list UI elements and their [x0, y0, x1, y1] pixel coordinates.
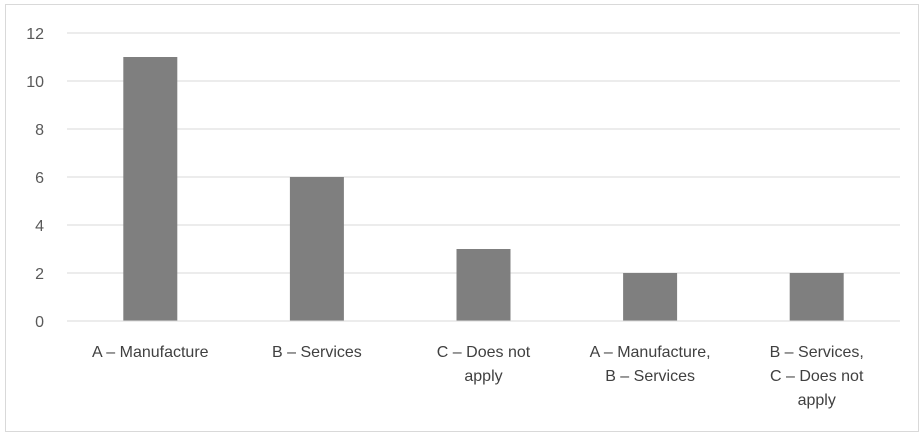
y-tick-label: 6: [35, 170, 44, 187]
y-tick-label: 4: [35, 218, 44, 235]
gridlines: [67, 32, 900, 274]
bar-5: [789, 273, 844, 321]
x-category-label-line: A – Manufacture,: [590, 344, 711, 361]
x-category-label: A – Manufacture: [92, 344, 209, 361]
bar-1: [123, 57, 178, 321]
x-category-label-line: apply: [798, 392, 836, 409]
y-tick-label: 10: [26, 74, 44, 91]
y-tick-label: 12: [26, 26, 44, 43]
y-tick-label: 8: [35, 122, 44, 139]
x-category-label-line: C – Does not: [437, 344, 531, 361]
x-axis-category-labels: A – Manufacture B – Services C – Does not a…: [92, 344, 864, 409]
x-category-label: B – Services: [272, 344, 362, 361]
bar-4: [623, 273, 678, 321]
x-category-label-line: B – Services,: [770, 344, 864, 361]
x-category-label: B – Services, C – Does not apply: [770, 344, 864, 409]
bars: [123, 57, 844, 321]
y-tick-label: 0: [35, 314, 44, 331]
x-category-label: C – Does not apply: [437, 344, 531, 385]
bar-3: [456, 249, 511, 321]
x-category-label-line: B – Services: [272, 344, 362, 361]
y-tick-label: 2: [35, 266, 44, 283]
y-axis-tick-labels: 0 2 4 6 8 10 12: [26, 26, 44, 331]
bar-2: [289, 177, 344, 321]
x-category-label-line: A – Manufacture: [92, 344, 209, 361]
x-category-label: A – Manufacture, B – Services: [590, 344, 711, 385]
x-category-label-line: C – Does not: [770, 368, 864, 385]
x-category-label-line: apply: [464, 368, 502, 385]
x-category-label-line: B – Services: [605, 368, 695, 385]
